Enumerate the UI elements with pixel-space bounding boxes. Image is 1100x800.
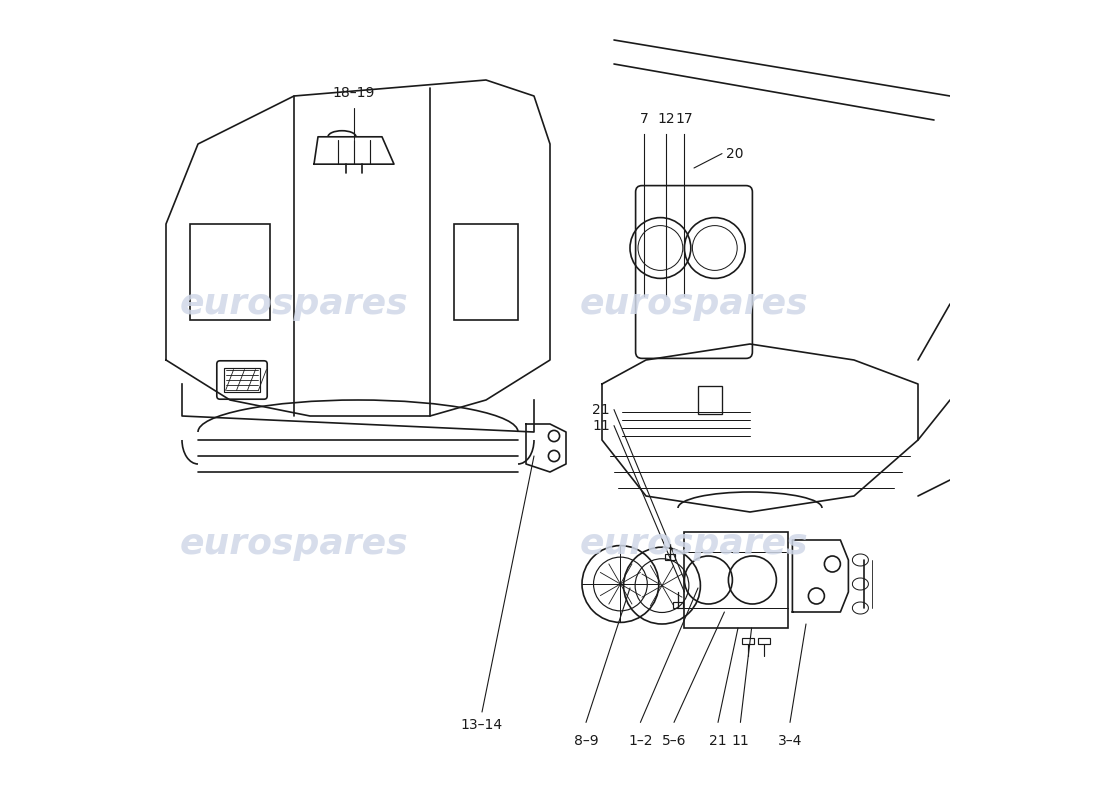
Bar <box>698 386 722 414</box>
Text: eurospares: eurospares <box>580 287 808 321</box>
Text: 3–4: 3–4 <box>778 734 802 749</box>
Text: 12: 12 <box>657 112 674 126</box>
Bar <box>224 368 260 392</box>
Text: 21: 21 <box>710 734 727 749</box>
Text: 8–9: 8–9 <box>574 734 598 749</box>
Text: 17: 17 <box>675 112 693 126</box>
Text: 20: 20 <box>726 146 744 161</box>
Text: eurospares: eurospares <box>580 527 808 561</box>
Bar <box>454 224 518 320</box>
Text: 1–2: 1–2 <box>628 734 652 749</box>
Bar <box>742 638 754 644</box>
Bar <box>190 224 270 320</box>
Text: 11: 11 <box>592 418 611 433</box>
Text: 11: 11 <box>732 734 749 749</box>
Bar <box>758 638 770 644</box>
Text: 7: 7 <box>640 112 649 126</box>
Bar <box>684 532 789 628</box>
Text: 18–19: 18–19 <box>333 86 375 100</box>
Text: eurospares: eurospares <box>179 527 408 561</box>
Text: 5–6: 5–6 <box>662 734 686 749</box>
Text: eurospares: eurospares <box>179 287 408 321</box>
Bar <box>666 554 674 560</box>
Text: 13–14: 13–14 <box>461 718 503 732</box>
Bar <box>673 602 683 608</box>
Text: 21: 21 <box>593 402 611 417</box>
